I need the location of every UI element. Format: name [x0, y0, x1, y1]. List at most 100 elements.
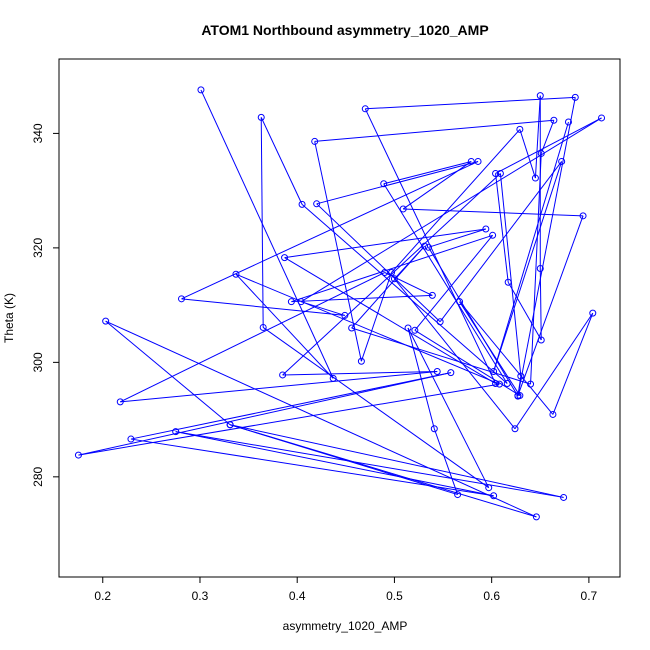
- data-point: [424, 243, 432, 251]
- data-point: [536, 92, 544, 100]
- data-point: [197, 86, 205, 94]
- series-segment: [120, 272, 385, 403]
- data-point: [259, 323, 267, 331]
- x-axis-label: asymmetry_1020_AMP: [283, 619, 408, 633]
- data-point: [430, 425, 438, 433]
- series-segment: [260, 117, 303, 205]
- data-point: [357, 357, 365, 365]
- data-point: [433, 368, 441, 376]
- x-tick-label: 0.4: [289, 589, 306, 603]
- series-segment: [200, 89, 334, 379]
- series-segment: [495, 173, 509, 283]
- series-segment: [517, 215, 584, 396]
- y-tick-label: 320: [31, 238, 45, 258]
- data-point: [341, 311, 349, 319]
- data-point: [550, 116, 558, 124]
- data-point: [571, 93, 579, 101]
- x-tick-label: 0.2: [94, 589, 111, 603]
- x-tick-label: 0.3: [192, 589, 209, 603]
- series-segment: [534, 95, 541, 179]
- series-segment: [407, 327, 435, 429]
- data-point: [428, 291, 436, 299]
- data-point: [503, 380, 511, 388]
- data-point: [492, 169, 500, 177]
- series-segment: [120, 371, 438, 403]
- data-point: [279, 371, 287, 379]
- series-segment: [428, 228, 486, 248]
- series-segment: [499, 173, 522, 377]
- series-segment: [428, 247, 519, 397]
- data-point: [485, 484, 493, 492]
- data-point: [313, 200, 321, 208]
- series-segment: [365, 96, 576, 110]
- series-segment: [459, 301, 521, 396]
- data-point: [536, 264, 544, 272]
- data-point: [298, 200, 306, 208]
- series-segment: [316, 160, 479, 205]
- series-segment: [407, 327, 490, 488]
- data-point: [579, 212, 587, 220]
- data-point: [532, 513, 540, 521]
- series-segment: [300, 117, 602, 303]
- data-point: [482, 225, 490, 233]
- data-point: [436, 318, 444, 326]
- y-axis: 280 300 320 340: [31, 123, 59, 487]
- series-segment: [235, 273, 334, 379]
- y-tick-label: 300: [31, 352, 45, 372]
- data-point: [381, 268, 389, 276]
- data-point: [560, 493, 568, 501]
- x-tick-label: 0.5: [386, 589, 403, 603]
- series-segment: [552, 312, 594, 415]
- series-segment: [394, 278, 516, 430]
- series-segment: [351, 245, 425, 329]
- series-segment: [402, 161, 472, 210]
- x-axis: 0.2 0.3 0.4 0.5 0.6 0.7: [94, 577, 598, 603]
- data-point: [297, 298, 305, 306]
- data-point: [454, 491, 462, 499]
- data-point: [537, 336, 545, 344]
- data-point: [537, 149, 545, 157]
- data-point: [504, 278, 512, 286]
- data-point: [257, 113, 265, 121]
- data-point: [489, 231, 497, 239]
- series-segment: [105, 320, 231, 426]
- data-point: [74, 451, 82, 459]
- data-point: [232, 270, 240, 278]
- series-segment: [175, 431, 494, 497]
- series-segment: [284, 228, 486, 259]
- data-point: [490, 492, 498, 500]
- data-point: [287, 298, 295, 306]
- series-segment: [181, 161, 479, 300]
- series-segment: [539, 268, 542, 341]
- data-point: [172, 428, 180, 436]
- series-segment: [235, 273, 500, 385]
- data-point: [102, 317, 110, 325]
- data-point: [517, 372, 525, 380]
- series-segment: [414, 234, 494, 331]
- data-point: [127, 435, 135, 443]
- series-segment: [507, 281, 542, 341]
- data-point: [447, 369, 455, 377]
- data-point: [527, 380, 535, 388]
- series-segment: [519, 129, 536, 179]
- series-segment: [351, 327, 531, 385]
- series-segment: [181, 298, 345, 316]
- data-point: [516, 392, 524, 400]
- x-tick-label: 0.6: [483, 589, 500, 603]
- data-point: [380, 180, 388, 188]
- series-segment: [459, 301, 554, 415]
- data-point: [348, 324, 356, 332]
- series-segment: [229, 424, 458, 496]
- series-segment: [493, 161, 563, 372]
- series-segment: [517, 97, 576, 396]
- series-segment: [282, 173, 501, 376]
- data-point: [495, 380, 503, 388]
- data-point: [399, 205, 407, 213]
- data-point: [531, 174, 539, 182]
- data-point: [411, 326, 419, 334]
- series-segment: [262, 327, 490, 489]
- data-point: [178, 295, 186, 303]
- series-segment: [291, 234, 493, 303]
- data-point: [492, 380, 500, 388]
- series-segment: [495, 117, 602, 174]
